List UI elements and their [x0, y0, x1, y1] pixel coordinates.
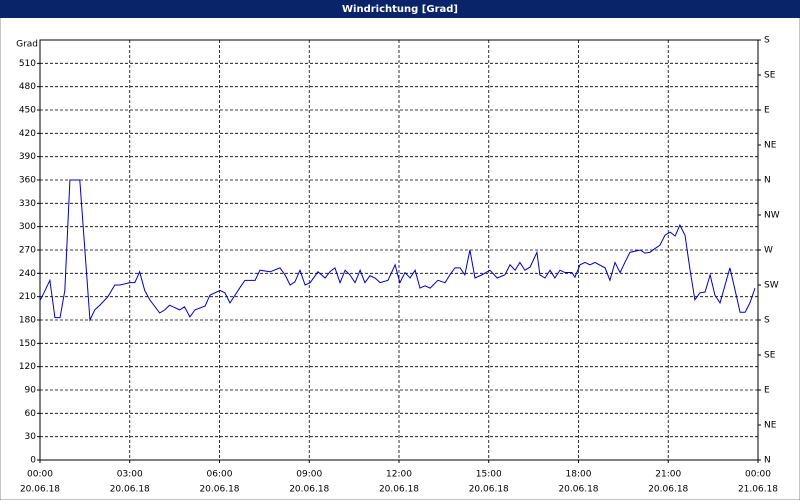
x-tick-date: 20.06.18: [289, 485, 329, 495]
x-tick-date: 20.06.18: [20, 485, 60, 495]
x-tick-date: 20.06.18: [199, 485, 239, 495]
y-tick-label: 150: [19, 339, 36, 349]
y-tick-label: 360: [19, 176, 36, 186]
x-tick-label: 21:00: [655, 470, 681, 480]
y2-tick-label: SE: [764, 351, 776, 361]
y-tick-label: 450: [19, 106, 36, 116]
data-line: [39, 179, 756, 322]
y-tick-label: 60: [25, 409, 37, 419]
y-tick-label: 510: [19, 59, 36, 69]
x-tick-date: 21.06.18: [738, 485, 778, 495]
y-tick-label: 0: [30, 456, 36, 466]
y2-tick-label: NE: [764, 421, 777, 431]
x-tick-label: 00:00: [27, 470, 53, 480]
y-tick-label: 330: [19, 199, 36, 209]
x-tick-date: 20.06.18: [110, 485, 150, 495]
x-tick-date: 20.06.18: [558, 485, 598, 495]
y-tick-label: 30: [25, 432, 37, 442]
y-tick-label: 390: [19, 152, 36, 162]
y-tick-label: 420: [19, 129, 36, 139]
y2-tick-label: E: [764, 386, 770, 396]
y2-tick-label: S: [764, 36, 770, 46]
y-tick-label: 300: [19, 222, 36, 232]
y-tick-label: 480: [19, 82, 36, 92]
y-tick-label: 210: [19, 292, 36, 302]
x-tick-label: 06:00: [207, 470, 233, 480]
x-tick-date: 20.06.18: [379, 485, 419, 495]
x-tick-label: 03:00: [117, 470, 143, 480]
title-bar: [0, 0, 800, 18]
y2-tick-label: NW: [764, 211, 780, 221]
y-tick-label: 240: [19, 269, 36, 279]
x-tick-date: 20.06.18: [469, 485, 509, 495]
window-title: Windrichtung [Grad]: [342, 4, 458, 15]
y2-tick-label: S: [764, 316, 770, 326]
x-tick-label: 12:00: [386, 470, 412, 480]
y2-tick-label: E: [764, 106, 770, 116]
y-tick-label: 90: [25, 386, 37, 396]
y2-tick-label: SE: [764, 71, 776, 81]
y2-tick-label: NE: [764, 141, 777, 151]
y-axis-label: Grad: [16, 40, 38, 50]
y-tick-label: 270: [19, 246, 36, 256]
x-tick-label: 15:00: [476, 470, 502, 480]
y-tick-label: 180: [19, 316, 36, 326]
y-tick-label: 120: [19, 362, 36, 372]
x-tick-label: 00:00: [745, 470, 771, 480]
x-tick-label: 18:00: [566, 470, 592, 480]
y2-tick-label: W: [764, 246, 773, 256]
x-tick-date: 20.06.18: [648, 485, 688, 495]
y2-tick-label: SW: [764, 281, 779, 291]
y2-tick-label: N: [764, 176, 771, 186]
x-tick-label: 09:00: [296, 470, 322, 480]
y2-tick-label: N: [764, 456, 771, 466]
